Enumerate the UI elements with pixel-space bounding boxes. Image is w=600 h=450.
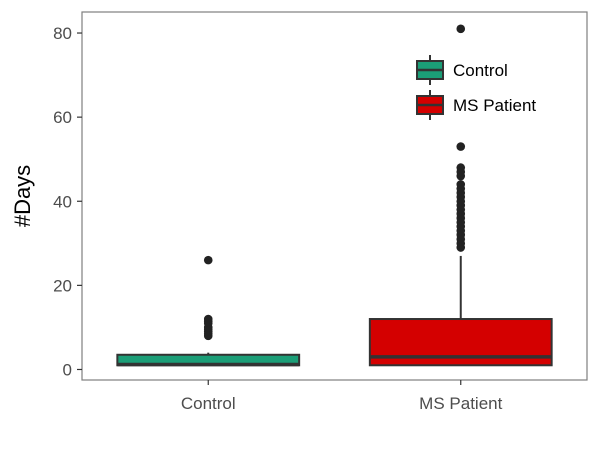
box-control <box>116 255 301 367</box>
legend: Control MS Patient <box>416 55 536 120</box>
legend-item-control: Control <box>416 55 508 85</box>
legend-label: Control <box>453 61 508 80</box>
outlier-point <box>203 314 213 324</box>
outlier-point <box>203 255 213 265</box>
legend-item-ms-patient: MS Patient <box>416 90 536 120</box>
x-tick-label: MS Patient <box>419 394 502 413</box>
y-axis-title: #Days <box>10 165 35 227</box>
outlier-point <box>456 24 466 34</box>
outlier-point <box>456 163 466 172</box>
y-tick-label: 0 <box>63 360 72 379</box>
outlier-point <box>456 142 466 151</box>
y-tick-label: 60 <box>53 108 72 127</box>
boxes <box>116 24 553 367</box>
y-tick-label: 80 <box>53 24 72 43</box>
y-axis: 0 20 40 60 80 <box>53 24 82 379</box>
y-tick-label: 20 <box>53 276 72 295</box>
outlier-point <box>456 180 466 189</box>
x-axis: Control MS Patient <box>181 380 503 413</box>
x-tick-label: Control <box>181 394 236 413</box>
legend-label: MS Patient <box>453 96 536 115</box>
box-ms-patient <box>368 24 553 367</box>
y-tick-label: 40 <box>53 192 72 211</box>
